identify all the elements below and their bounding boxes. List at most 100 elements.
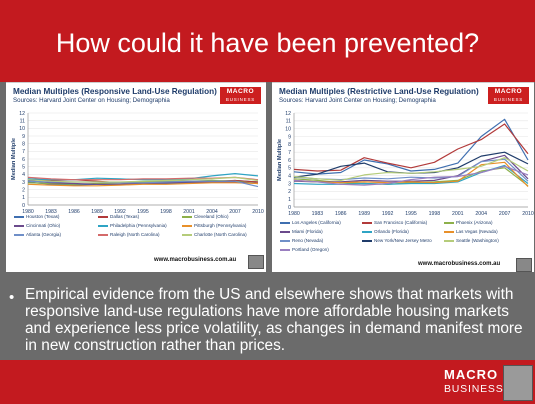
x-tick-label: 1992	[382, 211, 394, 217]
legend-label: Philadelphia (Pennsylvania)	[110, 223, 167, 228]
legend-label: Miami (Florida)	[292, 229, 323, 234]
y-tick-label: 5	[288, 166, 291, 172]
legend-swatch	[98, 224, 108, 227]
x-tick-label: 2007	[499, 211, 511, 217]
chart-title: Median Multiples (Restrictive Land-Use R…	[279, 87, 479, 96]
legend-swatch	[182, 224, 192, 227]
x-tick-label: 2004	[206, 209, 218, 215]
legend-item: Dallas (Texas)	[98, 214, 139, 219]
y-tick-label: 0	[288, 205, 291, 211]
y-tick-label: 1	[288, 197, 291, 203]
legend-label: Las Vegas (Nevada)	[456, 229, 498, 234]
x-tick-label: 1986	[335, 211, 347, 217]
legend-item: Miami (Florida)	[280, 229, 323, 234]
chart-legend: Houston (Texas) Dallas (Texas) Cleveland (…	[14, 214, 264, 254]
y-tick-label: 6	[288, 158, 291, 164]
x-tick-label: 1998	[160, 209, 172, 215]
legend-swatch	[14, 233, 24, 236]
y-tick-label: 2	[22, 187, 25, 193]
legend-item: Reno (Nevada)	[280, 238, 323, 243]
legend-label: New York/New Jersey Metro	[374, 238, 432, 243]
legend-label: Los Angeles (California)	[292, 220, 341, 225]
legend-label: Charlotte (North Carolina)	[194, 232, 247, 237]
legend-label: Raleigh (North Carolina)	[110, 232, 160, 237]
legend-swatch	[98, 233, 108, 236]
y-tick-label: 8	[288, 142, 291, 148]
legend-item: Seattle (Washington)	[444, 238, 499, 243]
legend-label: Portland (Oregon)	[292, 247, 329, 252]
chart-url: www.macrobusiness.com.au	[154, 257, 237, 263]
legend-label: San Francisco (California)	[374, 220, 428, 225]
x-tick-label: 2001	[452, 211, 464, 217]
legend-swatch	[280, 239, 290, 242]
series-line	[27, 179, 259, 185]
y-tick-label: 4	[22, 172, 25, 178]
series-line	[27, 176, 259, 183]
y-tick-label: 4	[288, 173, 291, 179]
y-tick-label: 7	[288, 150, 291, 156]
title-banner: How could it have been prevented?	[0, 0, 535, 82]
x-tick-label: 1986	[68, 209, 80, 215]
bullet-point-icon: •	[9, 289, 15, 306]
legend-label: Dallas (Texas)	[110, 214, 140, 219]
legend-swatch	[14, 215, 24, 218]
legend-swatch	[444, 239, 454, 242]
legend-label: Cleveland (Ohio)	[194, 214, 229, 219]
y-tick-label: 6	[22, 157, 25, 163]
legend-swatch	[280, 248, 290, 251]
bullet-area	[0, 284, 535, 360]
y-axis-label: Median Multiple	[11, 138, 17, 180]
chart-title: Median Multiples (Responsive Land-Use Re…	[13, 87, 217, 96]
x-tick-label: 2007	[229, 209, 241, 215]
legend-item: Philadelphia (Pennsylvania)	[98, 223, 167, 228]
x-tick-label: 2010	[522, 211, 534, 217]
macro-business-logo: MACRO BUSINESS	[488, 87, 529, 104]
legend-item: Cincinnati (Ohio)	[14, 223, 60, 228]
legend-item: Phoenix (Arizona)	[444, 220, 493, 225]
legend-label: Houston (Texas)	[26, 214, 60, 219]
series-line	[293, 123, 529, 172]
footer-bar	[0, 360, 535, 404]
legend-label: Phoenix (Arizona)	[456, 220, 493, 225]
chart-legend: Los Angeles (California) San Francisco (C…	[280, 220, 532, 264]
y-tick-label: 3	[288, 181, 291, 187]
legend-swatch	[14, 224, 24, 227]
legend-item: Houston (Texas)	[14, 214, 59, 219]
legend-item: Los Angeles (California)	[280, 220, 341, 225]
legend-item: Orlando (Florida)	[362, 229, 409, 234]
legend-label: Reno (Nevada)	[292, 238, 324, 243]
y-tick-label: 5	[22, 164, 25, 170]
bullet-text: Empirical evidence from the US and elsew…	[25, 286, 523, 354]
legend-item: Raleigh (North Carolina)	[98, 232, 160, 237]
x-tick-label: 1989	[358, 211, 370, 217]
chart-source: Sources: Harvard Joint Center on Housing…	[13, 97, 170, 104]
legend-swatch	[362, 239, 372, 242]
x-tick-label: 1995	[137, 209, 149, 215]
x-tick-label: 1983	[312, 211, 324, 217]
legend-item: Las Vegas (Nevada)	[444, 229, 498, 234]
x-tick-label: 1992	[114, 209, 126, 215]
y-tick-label: 9	[288, 134, 291, 140]
x-tick-label: 1980	[22, 209, 34, 215]
x-tick-label: 1983	[45, 209, 57, 215]
x-tick-label: 2004	[475, 211, 487, 217]
y-tick-label: 7	[22, 149, 25, 155]
x-tick-label: 1989	[91, 209, 103, 215]
legend-label: Cincinnati (Ohio)	[26, 223, 61, 228]
slide-title: How could it have been prevented?	[55, 28, 480, 58]
x-tick-label: 1998	[429, 211, 441, 217]
legend-label: Orlando (Florida)	[374, 229, 409, 234]
legend-item: Cleveland (Ohio)	[182, 214, 228, 219]
legend-swatch	[362, 221, 372, 224]
legend-swatch	[444, 221, 454, 224]
y-tick-label: 10	[19, 126, 25, 132]
footer-wolf-icon	[503, 365, 533, 401]
legend-swatch	[444, 230, 454, 233]
series-line	[293, 157, 529, 182]
legend-swatch	[98, 215, 108, 218]
wolf-logo-icon	[516, 258, 532, 272]
y-tick-label: 0	[22, 203, 25, 209]
legend-swatch	[362, 230, 372, 233]
